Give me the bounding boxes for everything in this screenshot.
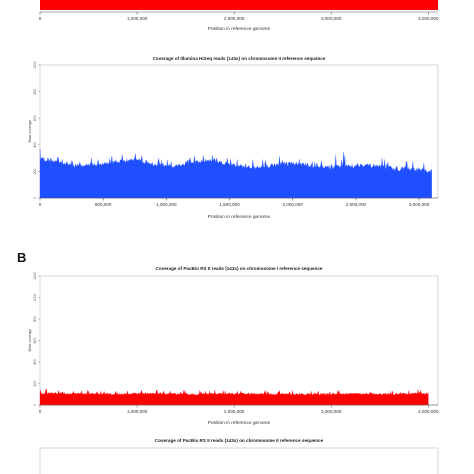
x-tick-label: 3,000,000: [321, 16, 342, 21]
x-tick-label: 1,000,000: [127, 409, 148, 414]
y-tick-label: 600: [33, 115, 37, 121]
chart-pacbio-chrII-cropped: Coverage of PacBio RS II reads (143x) on…: [39, 438, 439, 474]
coverage-area-pacbio-chrI: [39, 388, 429, 406]
x-tick-label: 1,000,000: [127, 16, 148, 21]
y-axis-label-pacbio-chrI: Base coverage: [28, 329, 32, 352]
x-ticks-pacbio-chrI: 0 1,000,000 2,000,000 3,000,000 4,000,000: [39, 405, 439, 414]
y-axis-label-illumina: Base coverage: [28, 120, 32, 143]
plot-frame-pacbio-chrII: [39, 447, 439, 474]
y-tick-label: 0: [33, 197, 37, 199]
chart-pacbio-chrI: Coverage of PacBio RS II reads (143x) on…: [28, 266, 439, 426]
y-tick-label: 200: [33, 168, 37, 174]
x-tick-label: 2,000,000: [224, 16, 245, 21]
y-tick-label: 400: [33, 142, 37, 148]
coverage-series-path: [39, 149, 432, 199]
x-axis-label-illumina: Position in reference genome: [208, 214, 271, 220]
y-ticks-pacbio-chrI: 0 200 400 600 800 1000 1200: [33, 272, 40, 406]
x-tick-label: 1,500,000: [219, 202, 240, 207]
coverage-area-a-top: [40, 0, 438, 10]
y-ticks-illumina: 0 200 400 600 800 1000: [33, 61, 40, 199]
y-tick-label: 800: [33, 89, 37, 95]
x-tick-label: 4,000,000: [418, 16, 439, 21]
coverage-series-path: [39, 388, 429, 406]
y-tick-label: 800: [33, 316, 37, 322]
chart-title-illumina: Coverage of Illumina HiSeq reads (143x) …: [153, 56, 326, 61]
x-axis-label-a-top: Position in reference genome: [208, 26, 271, 32]
x-ticks-illumina: 0 500,000 1,000,000 1,500,000 2,000,000 2,500…: [39, 198, 430, 207]
chart-a-top-cropped: 0 1,000,000 2,000,000 3,000,000 4,000,000 Po…: [39, 0, 439, 32]
coverage-area-illumina: [39, 149, 432, 199]
y-tick-label: 600: [33, 338, 37, 344]
x-tick-label: 2,500,000: [346, 202, 367, 207]
chart-title-pacbio-chrI: Coverage of PacBio RS II reads (143x) on…: [156, 266, 323, 271]
x-tick-label: 0: [39, 202, 42, 207]
chart-illumina-chrII: Coverage of Illumina HiSeq reads (143x) …: [28, 56, 439, 220]
plot-frame-pacbio-chrI: [39, 275, 439, 406]
y-tick-label: 400: [33, 359, 37, 365]
y-tick-label: 1000: [33, 294, 37, 302]
x-tick-label: 2,000,000: [224, 409, 245, 414]
y-tick-label: 0: [33, 404, 37, 406]
y-tick-label: 1000: [33, 61, 37, 69]
x-tick-label: 0: [39, 16, 42, 21]
x-tick-label: 3,000,000: [321, 409, 342, 414]
x-tick-label: 4,000,000: [418, 409, 439, 414]
x-axis-label-pacbio-chrI: Position in reference genome: [208, 420, 271, 426]
x-ticks-a-top: 0 1,000,000 2,000,000 3,000,000 4,000,000: [39, 12, 439, 21]
y-tick-label: 200: [33, 381, 37, 387]
chart-title-pacbio-chrII: Coverage of PacBio RS II reads (143x) on…: [155, 438, 324, 443]
x-tick-label: 1,000,000: [156, 202, 177, 207]
y-tick-label: 1200: [33, 272, 37, 280]
x-tick-label: 3,000,000: [409, 202, 430, 207]
x-tick-label: 2,000,000: [282, 202, 303, 207]
x-tick-label: 500,000: [95, 202, 112, 207]
x-tick-label: 0: [39, 409, 42, 414]
panel-label-b: B: [17, 250, 26, 265]
